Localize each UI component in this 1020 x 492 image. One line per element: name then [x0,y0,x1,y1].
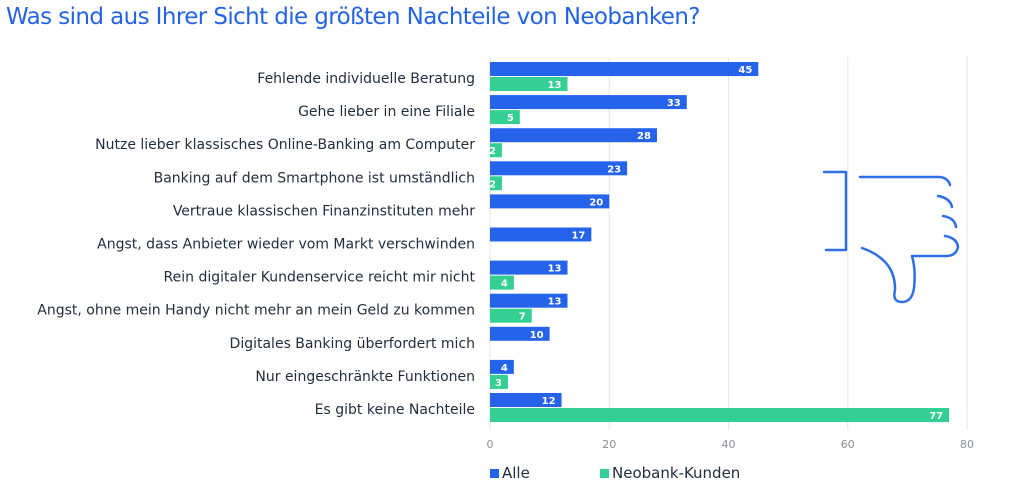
bar-alle [490,260,568,275]
value-label: 13 [548,264,562,275]
legend-swatch-alle [490,468,499,478]
bar-neobank [490,275,514,290]
bar-alle [490,194,610,209]
value-label: 17 [571,231,585,242]
tick-label: 40 [722,438,736,451]
value-label: 10 [530,330,544,341]
bar-alle [490,393,562,407]
value-label: 20 [589,197,603,208]
category-labels: Fehlende individuelle Beratung Gehe liebe… [37,71,475,418]
bar-alle [490,62,759,76]
x-axis-ticks: 0 20 40 60 80 [487,438,975,451]
bar-alle [490,128,657,143]
bar-neobank [490,308,532,323]
legend-item-neobank: Neobank-Kunden [600,464,740,482]
value-label: 45 [738,65,752,76]
bar-neobank [490,143,502,158]
legend-swatch-neobank [600,468,609,478]
gridlines [489,57,968,431]
bar-alle [490,293,568,308]
category-label: Rein digitaler Kundenservice reicht mir … [164,270,476,286]
value-label: 2 [489,179,496,190]
bar-alle [490,95,687,110]
category-label: Digitales Banking überfordert mich [230,336,475,352]
category-label: Nur eingeschränkte Funktionen [255,369,475,385]
chart-title: Was sind aus Ihrer Sicht die größten Nac… [6,4,701,30]
value-label: 33 [667,98,681,109]
bar-neobank [490,408,950,422]
category-label: Nutze lieber klassisches Online-Banking … [95,137,475,153]
category-label: Gehe lieber in eine Filiale [298,104,475,120]
category-label: Vertraue klassischen Finanzinstituten me… [173,203,475,219]
value-label: 77 [929,411,943,422]
bar-neobank [490,77,568,91]
tick-label: 0 [487,438,494,451]
bar-neobank [490,176,502,191]
bars: 45 13 33 5 28 2 23 2 20 17 13 4 13 7 10 4 3 12 77 [489,62,950,422]
category-label: Fehlende individuelle Beratung [257,71,475,87]
tick-label: 60 [841,438,855,451]
value-label: 7 [519,312,526,323]
value-label: 3 [495,378,502,389]
value-label: 12 [542,396,556,407]
value-label: 4 [501,279,508,290]
category-label: Es gibt keine Nachteile [315,402,475,418]
bar-neobank [490,110,520,125]
bar-alle [490,326,550,341]
category-label: Angst, ohne mein Handy nicht mehr an mei… [37,303,475,319]
category-label: Banking auf dem Smartphone ist umständli… [154,170,475,186]
bar-alle [490,161,628,176]
value-label: 2 [489,146,496,157]
bar-neobank [490,374,508,389]
legend-label: Alle [502,464,530,482]
bar-alle [490,227,592,242]
legend-item-alle: Alle [490,464,530,482]
value-label: 5 [507,113,514,124]
bar-alle [490,359,514,374]
category-label: Angst, dass Anbieter wieder vom Markt ve… [97,237,475,253]
tick-label: 80 [960,438,974,451]
value-label: 4 [501,363,508,374]
value-label: 23 [607,164,621,175]
thumbs-down-icon [822,170,960,304]
value-label: 28 [637,131,651,142]
tick-label: 20 [602,438,616,451]
value-label: 13 [548,80,562,91]
legend-label: Neobank-Kunden [612,464,741,482]
value-label: 13 [548,297,562,308]
